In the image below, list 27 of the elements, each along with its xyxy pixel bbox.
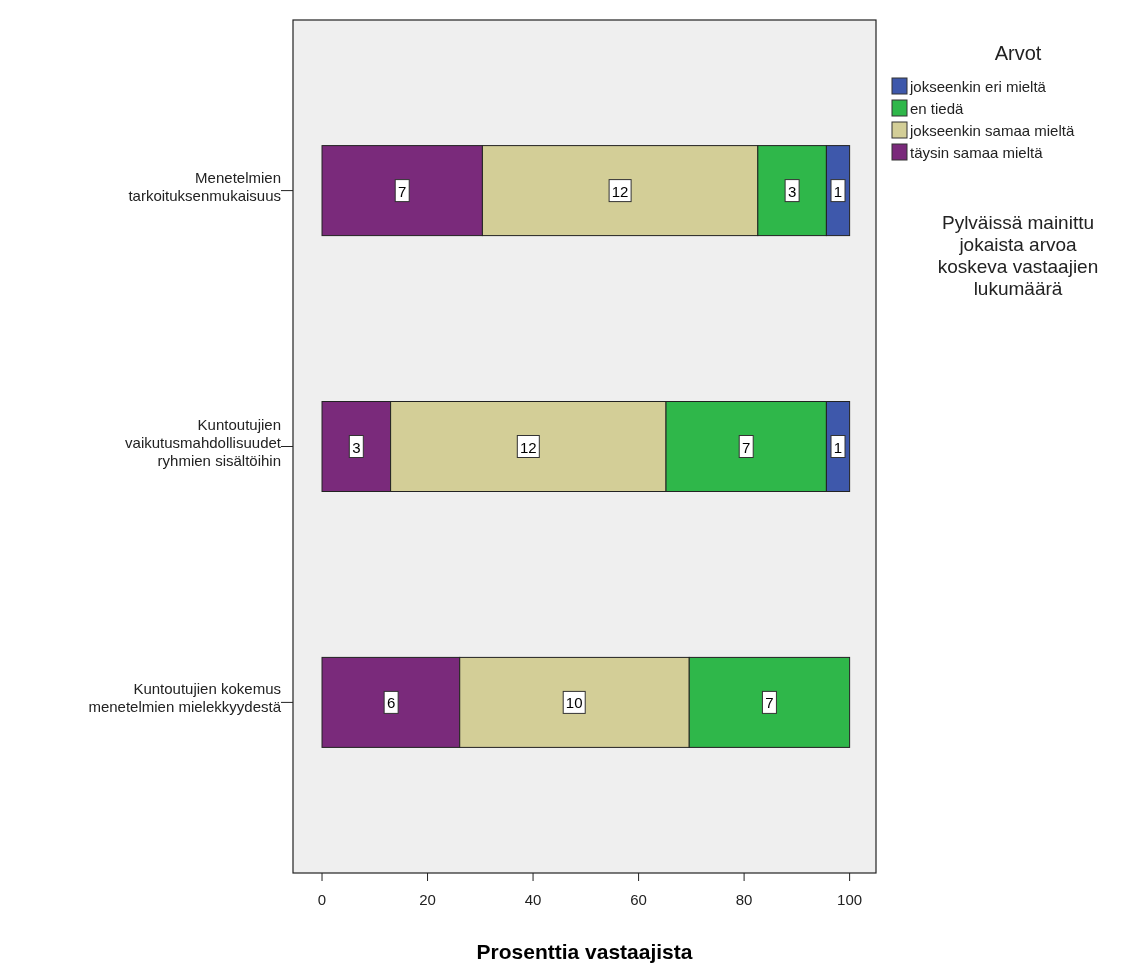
- annotation: 6: [386, 694, 396, 712]
- annotation: 3: [787, 182, 797, 200]
- annotation: 7: [398, 182, 407, 200]
- legend-title: Arvot: [994, 42, 1042, 64]
- y-tick-label: Menetelmien tarkoituksenmukaisuus: [128, 168, 281, 204]
- x-tick-label: 40: [524, 891, 542, 908]
- annotation: 1: [833, 438, 843, 456]
- x-tick-label: 100: [837, 891, 863, 908]
- annotation: 7: [765, 694, 774, 712]
- x-tick-label: 0: [317, 891, 327, 908]
- annotation: 12: [611, 182, 629, 200]
- annotation: 12: [519, 438, 537, 456]
- x-tick-label: 20: [419, 891, 436, 908]
- legend-label: jokseenkin samaa mieltä: [909, 122, 1075, 139]
- y-tick-label: Kuntoutujien vaikutusmahdollisuudet ryhmien sisältöihin: [125, 415, 282, 469]
- annotation: 1: [833, 182, 843, 200]
- text: Pylväissä mainittu jokaista arvoa koskeva vastaajien lukumäärä: [937, 212, 1099, 299]
- legend-label: jokseenkin eri mieltä: [909, 78, 1047, 95]
- legend-label: en tiedä: [910, 100, 965, 117]
- annotation: 7: [742, 438, 751, 456]
- x-tick-label: 60: [630, 891, 647, 908]
- x-axis-title: Prosenttia vastaajista: [476, 940, 693, 963]
- y-tick-label: Kuntoutujien kokemus menetelmien mielekkyydestä: [88, 680, 282, 716]
- annotation: 10: [565, 694, 583, 712]
- annotation: 3: [352, 438, 361, 456]
- x-tick-label: 80: [735, 891, 753, 908]
- legend-label: täysin samaa mieltä: [910, 144, 1044, 161]
